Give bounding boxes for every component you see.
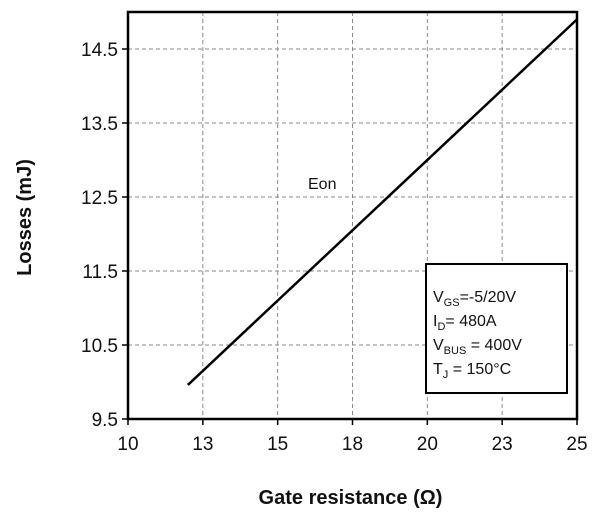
x-tick-label: 25 xyxy=(566,434,587,455)
series-line-eon xyxy=(187,18,578,386)
y-tick-label: 11.5 xyxy=(82,262,118,283)
y-tick-label: 9.5 xyxy=(92,410,118,431)
y-axis: 9.5 10.5 11.5 12.5 13.5 14.5 xyxy=(81,40,128,431)
x-tick-label: 20 xyxy=(417,434,438,455)
y-tick-label: 12.5 xyxy=(81,188,118,209)
x-tick-label: 18 xyxy=(342,434,363,455)
x-axis: 10 13 15 18 20 23 25 xyxy=(117,419,588,455)
x-tick-label: 10 xyxy=(117,434,138,455)
x-tick-label: 13 xyxy=(192,434,213,455)
condition-tj: TJ = 150°C xyxy=(433,361,511,381)
condition-vbus: VBUS = 400V xyxy=(433,337,522,357)
series-label-eon: Eon xyxy=(308,176,336,193)
y-axis-title: Losses (mJ) xyxy=(14,159,36,276)
x-tick-label: 23 xyxy=(492,434,513,455)
y-tick-label: 13.5 xyxy=(81,114,118,135)
y-tick-label: 10.5 xyxy=(81,336,118,357)
series-layer xyxy=(187,18,578,386)
y-tick-label: 14.5 xyxy=(81,40,118,61)
condition-id: ID= 480A xyxy=(433,313,497,333)
condition-vgs: VGS=-5/20V xyxy=(433,289,516,309)
x-tick-label: 15 xyxy=(267,434,288,455)
x-axis-title: Gate resistance (Ω) xyxy=(259,487,443,509)
conditions-box-frame xyxy=(425,263,568,394)
conditions-box: VGS=-5/20V ID= 480A VBUS = 400V TJ = 150°C xyxy=(425,263,568,394)
